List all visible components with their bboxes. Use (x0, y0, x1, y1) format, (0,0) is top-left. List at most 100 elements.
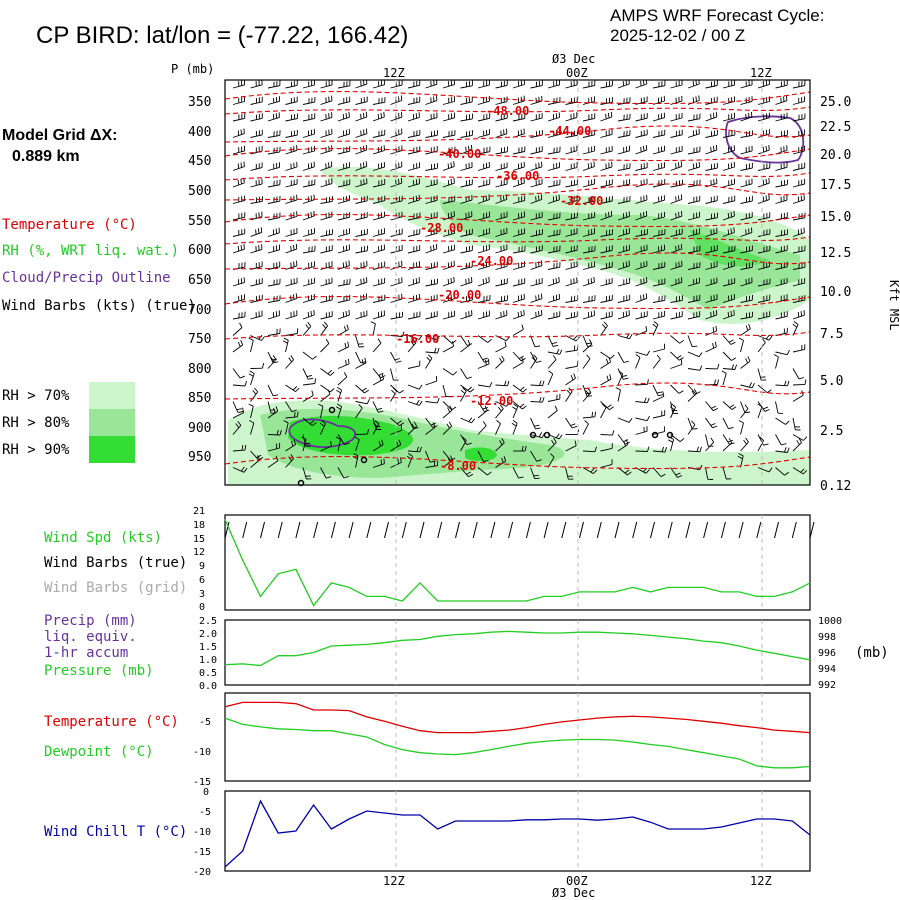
wind-barb-staff (757, 368, 762, 381)
bottom-time-tick-2: 00Z (566, 874, 588, 888)
wind-barb-flag (450, 162, 452, 168)
wind-barb-staff (267, 134, 280, 138)
wind-barb-flag (363, 80, 365, 86)
temp-label-minus28: -28.00 (420, 221, 463, 235)
wind-barb-staff (337, 376, 348, 386)
legend-temperature: Temperature (°C) (2, 217, 137, 233)
wind-barb-staff (250, 340, 254, 353)
wind-barb-staff (530, 450, 538, 462)
wind-barb-flag (796, 440, 800, 445)
wind-barb-flag (365, 128, 368, 134)
wind-barb-flag (273, 394, 279, 397)
wind-barb-staff (477, 335, 488, 343)
pressure-tick-400: 400 (188, 125, 211, 140)
wind-barb-flag (765, 195, 767, 201)
wind-barb-flag (680, 210, 683, 217)
temperature-contour-line (225, 147, 810, 162)
wind-barb-flag (652, 323, 657, 328)
wind-barb-staff (390, 84, 403, 89)
wind-barb-flag (728, 438, 733, 443)
wind-barb-flag (678, 390, 684, 394)
wind-barb-flag (427, 354, 433, 359)
wind-barb-staff (565, 101, 578, 105)
calm-marker (543, 431, 551, 439)
wind-barb-flag (361, 387, 367, 392)
wind-barb-flag (374, 420, 380, 425)
wind-barb-staff (757, 384, 768, 394)
wind-barb-flag (364, 389, 369, 394)
wind-barb-staff (600, 463, 613, 468)
wind-barb-staff (495, 460, 506, 468)
wind-barb-flag (469, 388, 475, 393)
wind-barb-flag (453, 161, 455, 167)
calm-marker (651, 431, 659, 439)
wind-barb-flag (645, 293, 648, 299)
wind-barb-staff (390, 316, 403, 320)
wind-barb-staff (565, 349, 578, 353)
wind-barb-flag (556, 348, 560, 354)
wind-barb-staff (775, 356, 779, 369)
wind-barb-staff (722, 84, 735, 89)
wind-barb-staff (565, 467, 569, 480)
surface-wind-barb (242, 521, 248, 539)
wind-barb-flag (553, 437, 557, 443)
wind-barb-staff (250, 391, 259, 402)
wind-barb-flag (447, 407, 451, 413)
height-tick-5: 5.0 (820, 374, 843, 389)
wind-barb-flag (380, 112, 382, 119)
wind-barb-flag (710, 146, 712, 153)
wind-barb-staff (652, 467, 662, 477)
wind-barb-flag (566, 389, 571, 395)
wind-barb-flag (468, 417, 473, 422)
wind-barb-flag (279, 429, 282, 436)
wind-barb-flag (295, 293, 298, 299)
wind-barb-staff (495, 442, 505, 452)
wind-barb-staff (477, 84, 490, 89)
surface-wind-barb (472, 521, 478, 539)
legend-rh90-label: RH > 90% (2, 442, 70, 458)
wind-barb-flag (307, 311, 310, 318)
legend-cloud: Cloud/Precip Outline (2, 270, 171, 286)
wind-barb-flag (436, 397, 440, 404)
wind-barb-flag (627, 471, 632, 476)
wind-barb-flag (335, 436, 341, 440)
wind-barb-flag (621, 375, 627, 378)
wind-barb-flag (628, 80, 630, 85)
wind-barb-staff (582, 335, 589, 347)
wind-barb-staff (477, 363, 490, 369)
wind-barb-flag (499, 357, 503, 363)
wind-barb-flag (521, 324, 524, 330)
wind-barb-staff (617, 314, 630, 320)
wind-barb-staff (372, 423, 380, 435)
height-tick-20: 20.0 (820, 148, 851, 163)
wind-barb-staff (512, 384, 523, 393)
wind-barb-flag (290, 245, 292, 252)
wind-barb-staff (285, 416, 298, 419)
wind-barb-staff (722, 467, 727, 480)
wind-barb-staff (250, 335, 262, 341)
wind-barb-staff (617, 444, 629, 452)
wind-barb-staff (792, 250, 805, 254)
surface-wind-barb (401, 521, 407, 539)
wind-barb-staff (407, 217, 420, 221)
wind-barb-staff (337, 346, 349, 353)
wind-barb-staff (302, 351, 313, 360)
wind-barb-flag (679, 339, 685, 344)
wind-barb-staff (530, 467, 536, 479)
wind-barb-flag (586, 342, 592, 345)
wind-barb-flag (643, 467, 648, 473)
wind-barb-flag (505, 336, 510, 341)
wind-barb-flag (485, 359, 487, 366)
wind-barb-staff (442, 200, 455, 204)
wind-barb-flag (496, 420, 501, 424)
temp-yticks: -5 -10 -15 (193, 717, 211, 788)
wind-barb-flag (738, 337, 744, 341)
wind-barb-staff (390, 351, 397, 363)
wind-barb-staff (232, 384, 246, 387)
height-tick-22-5: 22.5 (820, 120, 851, 135)
pressure-tick-750: 750 (188, 332, 211, 347)
wind-barb-staff (372, 315, 385, 320)
wind-barb-flag (460, 389, 466, 394)
wind-barb-flag (757, 403, 763, 408)
wind-barb-staff (460, 417, 472, 424)
